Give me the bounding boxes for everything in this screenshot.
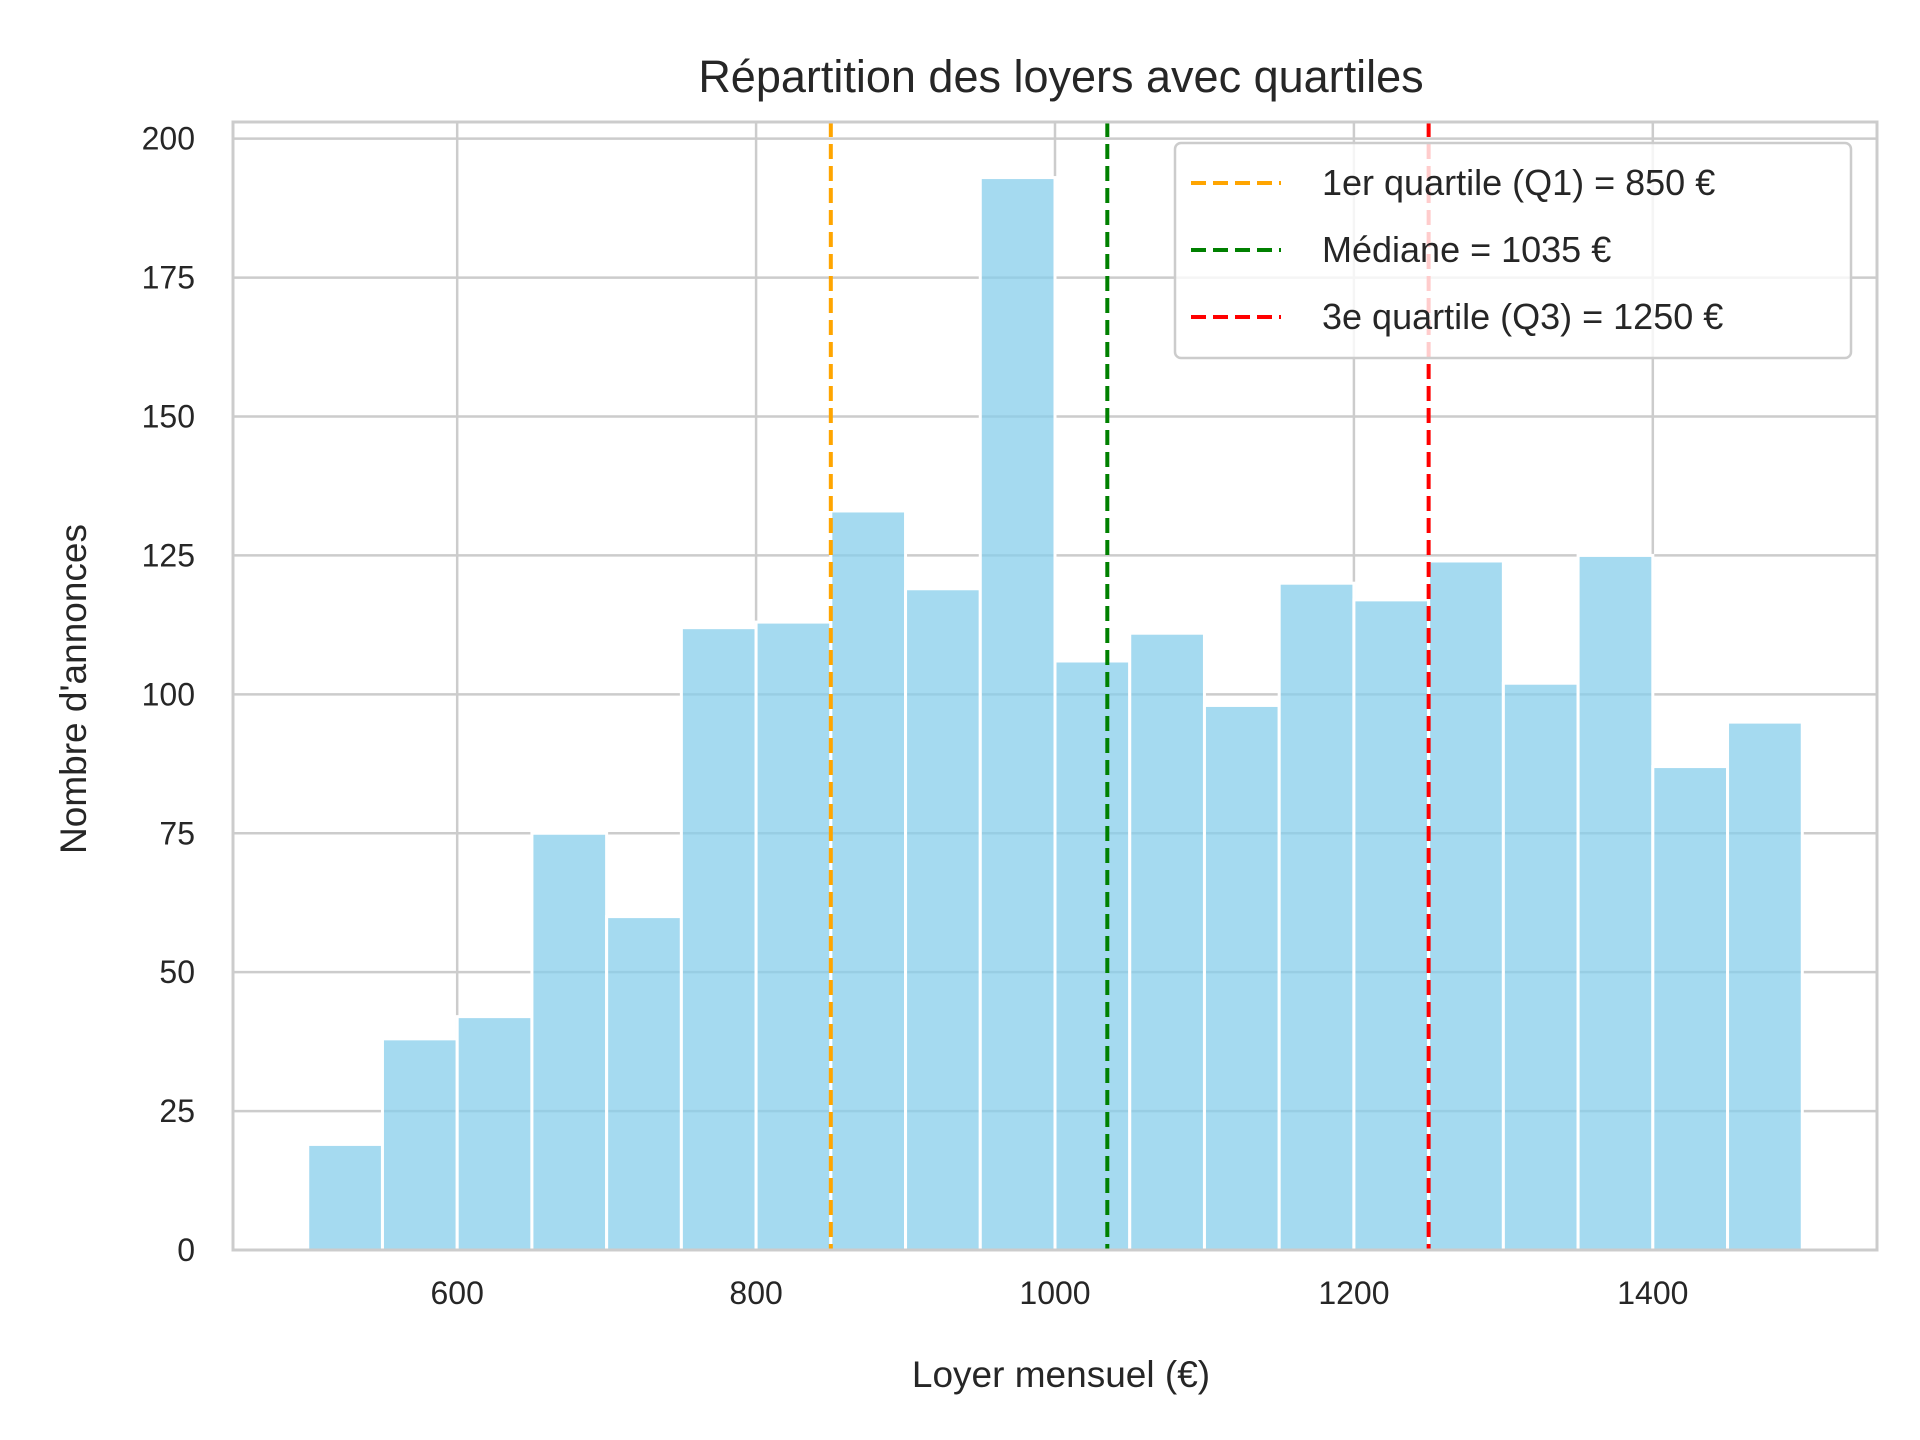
y-tick-label: 200 <box>142 121 195 157</box>
histogram-bar <box>530 831 609 1252</box>
histogram-bar <box>679 626 758 1252</box>
histogram-bar <box>1501 681 1580 1252</box>
x-tick-label: 1000 <box>1019 1275 1090 1311</box>
histogram-bar <box>1352 598 1431 1252</box>
legend-box <box>1173 141 1853 360</box>
histogram-bars <box>306 176 1804 1252</box>
histogram-bar <box>1277 581 1356 1252</box>
x-tick-label: 1200 <box>1318 1275 1389 1311</box>
histogram-bar <box>1651 765 1730 1252</box>
histogram-bar <box>904 587 982 1252</box>
legend-entry: 3e quartile (Q3) = 1250 € <box>1322 296 1723 337</box>
y-tick-label: 50 <box>159 954 195 990</box>
legend-entry: 1er quartile (Q1) = 850 € <box>1322 162 1715 203</box>
x-tick-label: 800 <box>729 1275 782 1311</box>
histogram-bar <box>380 1037 459 1252</box>
x-tick-label: 1400 <box>1617 1275 1688 1311</box>
chart-title: Répartition des loyers avec quartiles <box>698 51 1423 102</box>
histogram-bar <box>306 1142 384 1252</box>
plot-frame <box>231 120 1879 1252</box>
histogram-bar <box>1128 631 1206 1252</box>
histogram-bar <box>829 509 908 1252</box>
histogram-bar <box>455 1015 534 1252</box>
legend: 1er quartile (Q1) = 850 € Médiane = 1035 … <box>1173 141 1853 360</box>
histogram-bar <box>1726 720 1804 1252</box>
histogram-bar <box>1202 703 1281 1252</box>
y-tick-label: 100 <box>142 676 195 712</box>
y-tick-label: 175 <box>142 260 195 296</box>
x-tick-label: 600 <box>430 1275 483 1311</box>
y-tick-label: 75 <box>159 815 195 851</box>
x-axis-ticks: 600 800 1000 1200 1400 <box>430 1275 1688 1311</box>
y-tick-label: 150 <box>142 399 195 435</box>
x-axis-label: Loyer mensuel (€) <box>912 1354 1210 1395</box>
legend-entry: Médiane = 1035 € <box>1322 229 1611 270</box>
histogram-bar <box>1053 659 1132 1252</box>
y-tick-label: 125 <box>142 537 195 573</box>
histogram-bar <box>1427 559 1505 1252</box>
histogram-bar <box>1576 553 1655 1252</box>
histogram-bar <box>978 176 1057 1252</box>
histogram-bar <box>754 620 833 1252</box>
y-tick-label: 0 <box>177 1232 195 1268</box>
y-tick-label: 25 <box>159 1093 195 1129</box>
histogram-bar <box>605 915 683 1252</box>
y-axis-label: Nombre d'annonces <box>53 524 94 854</box>
y-axis-ticks: 0 25 50 75 100 125 150 175 200 <box>142 121 195 1268</box>
